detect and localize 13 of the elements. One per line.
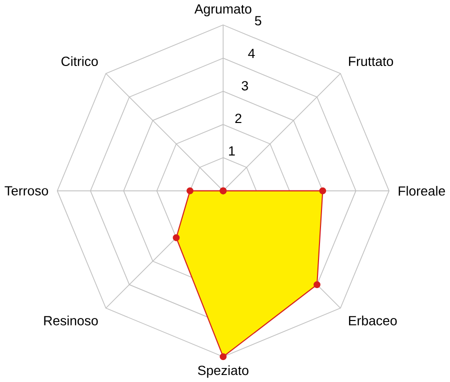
spoke-label: Agrumato [194,4,252,16]
spoke-label: Citrico [61,56,98,66]
spoke-label: Terroso [4,186,48,196]
spoke-label: Fruttato [349,56,394,66]
spoke-label: Floreale [398,186,445,196]
y-tick-label: 3 [242,81,248,90]
spoke-label: Speziato [198,365,248,378]
y-tick-label: 2 [235,114,242,123]
spoke-label: Erbaceo [349,316,397,326]
y-tick-label: 5 [254,16,262,26]
y-tick-label: 4 [248,48,255,58]
spoke-label: Resinoso [44,316,98,326]
y-tick-label: 1 [229,146,235,156]
